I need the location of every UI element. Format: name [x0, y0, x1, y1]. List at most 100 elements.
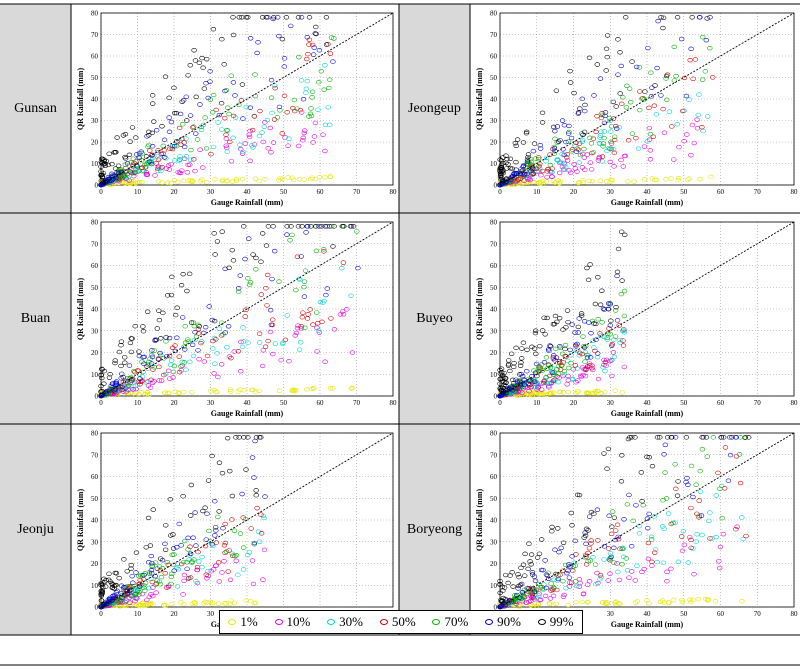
data-point: [101, 602, 107, 607]
data-point: [348, 386, 354, 391]
data-point: [691, 140, 697, 146]
y-tick-label: 40: [91, 517, 99, 525]
data-point: [286, 136, 292, 141]
data-point: [151, 379, 157, 384]
data-point: [180, 271, 186, 277]
data-point: [589, 365, 595, 371]
data-point: [515, 572, 521, 577]
data-point: [123, 378, 129, 384]
y-tick-label: 20: [91, 560, 99, 568]
data-point: [340, 260, 347, 265]
data-point: [311, 45, 317, 50]
data-point: [681, 542, 687, 548]
data-point: [157, 350, 163, 356]
data-point: [101, 381, 107, 386]
data-point: [302, 128, 308, 133]
data-point: [137, 577, 143, 583]
data-point: [660, 560, 667, 566]
data-point: [295, 323, 301, 328]
data-point: [657, 435, 663, 440]
data-point: [203, 572, 209, 577]
data-point: [256, 388, 262, 394]
data-point: [133, 135, 139, 140]
data-point: [652, 83, 658, 88]
y-tick-label: 10: [91, 582, 99, 590]
data-point: [582, 167, 588, 172]
data-point: [645, 540, 652, 546]
data-point: [151, 119, 157, 124]
data-point: [548, 344, 554, 349]
data-point: [704, 114, 711, 119]
data-point: [225, 569, 231, 574]
data-point: [181, 344, 187, 350]
data-point: [542, 332, 548, 337]
data-point: [190, 353, 197, 359]
data-point: [699, 124, 705, 130]
data-point: [122, 131, 129, 137]
data-point: [322, 63, 328, 68]
legend-label: 10%: [286, 614, 311, 629]
data-point: [239, 82, 246, 87]
data-point: [325, 105, 331, 110]
data-point: [324, 286, 330, 291]
data-point: [661, 130, 668, 135]
data-point: [181, 360, 188, 365]
data-point: [162, 74, 169, 79]
data-point: [225, 105, 231, 110]
data-point: [250, 581, 257, 587]
data-point: [209, 453, 215, 459]
data-point: [200, 508, 206, 514]
data-point: [271, 248, 278, 254]
data-point: [609, 373, 615, 379]
data-point: [577, 106, 583, 111]
x-tick-label: 20: [570, 188, 578, 196]
x-tick-label: 80: [791, 399, 799, 407]
data-point: [166, 115, 172, 120]
data-point: [662, 442, 669, 448]
data-point: [223, 132, 229, 137]
data-point: [124, 598, 130, 603]
data-point: [176, 521, 182, 527]
data-point: [619, 390, 625, 395]
data-point: [304, 35, 311, 40]
series-99pct: [497, 229, 628, 394]
data-point: [225, 324, 232, 329]
data-point: [310, 140, 316, 145]
data-point: [601, 544, 608, 549]
data-point: [675, 177, 681, 183]
data-point: [149, 144, 156, 149]
data-point: [185, 547, 191, 552]
data-point: [300, 310, 306, 315]
data-point: [215, 601, 222, 606]
data-point: [575, 180, 582, 186]
data-point: [119, 387, 125, 392]
data-point: [249, 387, 255, 393]
data-point: [313, 24, 319, 30]
data-point: [505, 362, 512, 367]
data-point: [327, 386, 334, 391]
data-point: [289, 232, 295, 238]
data-point: [515, 586, 521, 591]
data-point: [106, 151, 112, 156]
data-point: [164, 353, 170, 359]
data-point: [561, 372, 567, 377]
y-tick-label: 0: [95, 182, 99, 190]
data-point: [109, 598, 115, 603]
data-point: [202, 505, 208, 510]
data-point: [561, 152, 567, 158]
data-point: [152, 173, 158, 178]
data-point: [276, 33, 282, 39]
data-point: [696, 513, 702, 518]
data-point: [318, 69, 325, 74]
data-point: [595, 351, 601, 356]
data-point: [195, 326, 202, 332]
data-point: [216, 112, 223, 118]
data-point: [740, 536, 746, 542]
data-point: [565, 602, 571, 608]
data-point: [566, 575, 573, 580]
data-point: [153, 582, 159, 587]
data-point: [568, 353, 574, 358]
data-point: [187, 162, 193, 167]
data-point: [272, 83, 278, 88]
